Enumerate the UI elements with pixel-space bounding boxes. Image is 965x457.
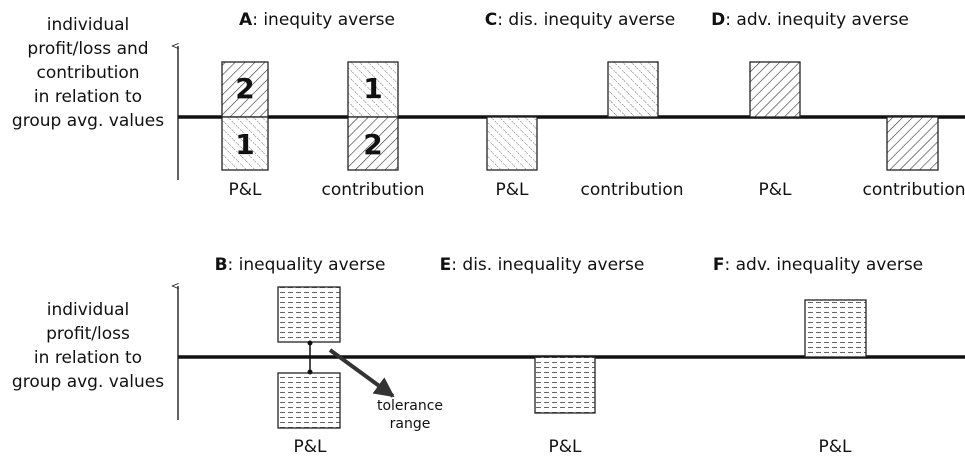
rank: 1: [363, 72, 382, 105]
bar-label: P&L: [759, 180, 793, 200]
annotation: range: [390, 416, 431, 432]
axis-label: in relation to: [34, 348, 142, 368]
bar-label: contribution: [580, 180, 683, 200]
annotation: tolerance: [377, 398, 443, 414]
rank: 1: [235, 128, 254, 161]
bar-label: P&L: [496, 180, 530, 200]
bar: [534, 356, 596, 414]
bar: [277, 372, 341, 429]
panel-title: F: adv. inequality averse: [713, 255, 923, 275]
rank: 2: [363, 128, 382, 161]
bar: [277, 286, 341, 343]
bar-label: P&L: [294, 437, 328, 457]
bar-label: contribution: [862, 180, 965, 200]
axis-label: in relation to: [34, 87, 142, 107]
bar: [221, 61, 269, 118]
bottom-section: individual profit/loss in relation to gr…: [12, 255, 965, 457]
bar: [804, 299, 867, 358]
arrow: [328, 348, 395, 398]
axis-label: group avg. values: [12, 372, 164, 392]
tolerance-marker: [307, 340, 313, 346]
panel-title: A: inequity averse: [239, 10, 395, 30]
panel-title: C: dis. inequity averse: [485, 10, 675, 30]
panel-title: D: adv. inequity averse: [711, 10, 909, 30]
bar: [347, 61, 399, 118]
bar: [486, 116, 538, 171]
axis-label: individual: [47, 15, 130, 35]
axis-label: group avg. values: [12, 111, 164, 131]
panel-title: E: dis. inequality averse: [440, 255, 645, 275]
bar: [607, 61, 659, 118]
bar-label: contribution: [321, 180, 424, 200]
bar: [886, 116, 939, 171]
axis-label: profit/loss: [46, 324, 130, 344]
panel-title: B: inequality averse: [215, 255, 386, 275]
axis-label: contribution: [36, 63, 139, 83]
bar-label: P&L: [819, 437, 853, 457]
axis-label: individual: [47, 300, 130, 320]
bar-label: P&L: [229, 180, 263, 200]
axis-label: profit/loss and: [27, 39, 148, 59]
rank: 2: [235, 72, 254, 105]
tolerance-marker: [307, 369, 313, 375]
bar-label: P&L: [549, 437, 583, 457]
bar: [749, 61, 801, 118]
bar: [347, 116, 399, 171]
top-section: individual profit/loss and contribution …: [12, 10, 965, 200]
bar: [221, 116, 269, 171]
